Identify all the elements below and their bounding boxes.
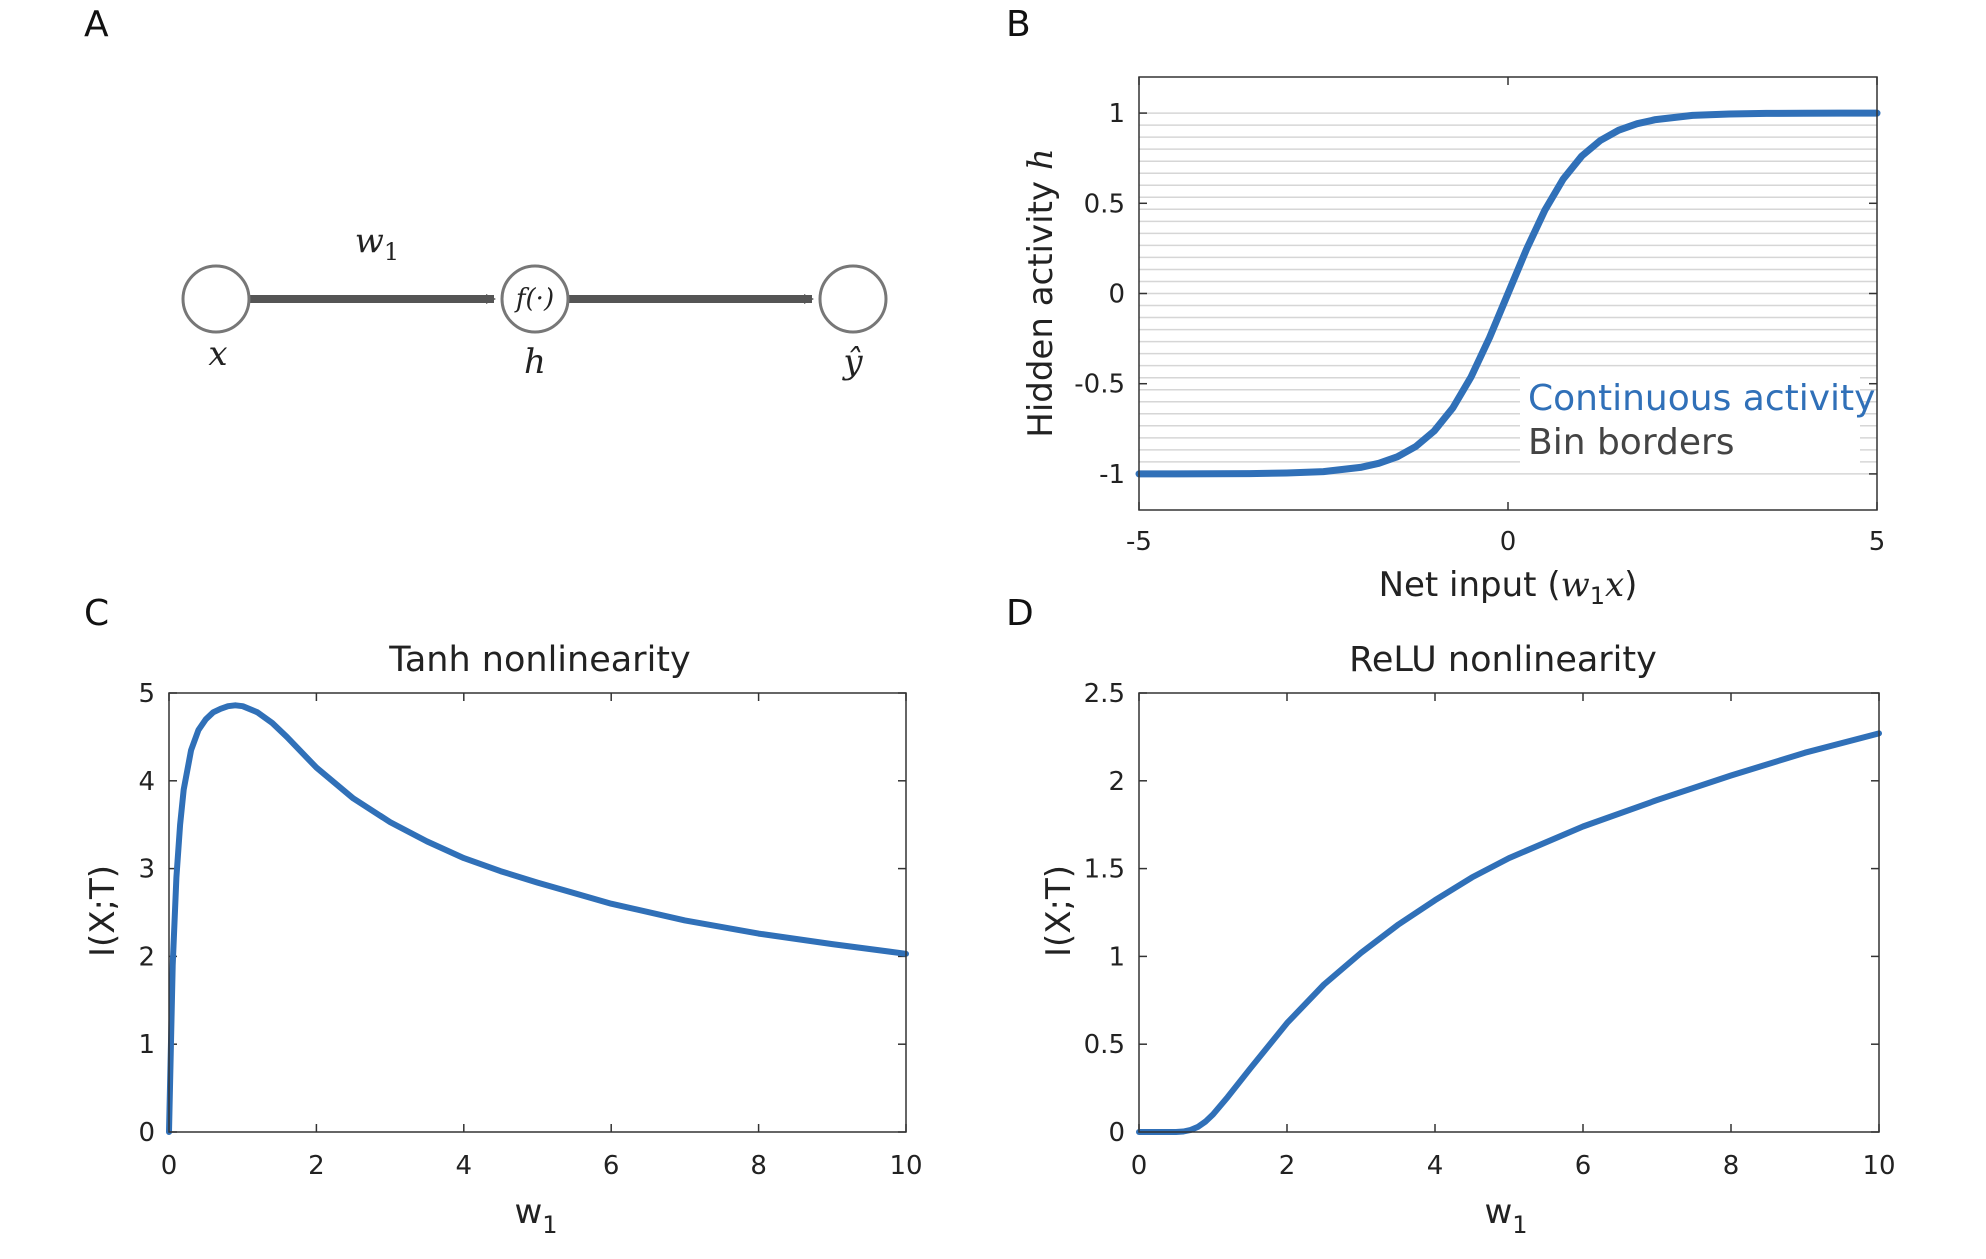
panel-letter-d: D [1006, 593, 1034, 634]
panel-letter-b: B [1006, 4, 1031, 45]
chart-d-xlabel: w1 [1484, 1192, 1527, 1239]
chart-b-legend: Continuous activity Bin borders [1520, 370, 1875, 466]
x-tick-label: -5 [1126, 527, 1152, 557]
y-tick-label: 2 [138, 942, 155, 972]
node-h-function-label: f(·) [514, 284, 554, 314]
chart-b-ylabel-math: h [1021, 148, 1061, 170]
node-yhat [818, 264, 888, 334]
chart-c-title: Tanh nonlinearity [388, 640, 690, 680]
x-tick-label: 10 [1862, 1151, 1895, 1181]
chart-b-xlabel-math2: x [1605, 565, 1624, 605]
chart-c-xlabel-sub: 1 [542, 1211, 557, 1239]
x-tick-label: 10 [889, 1151, 922, 1181]
x-tick-label: 5 [1869, 527, 1886, 557]
node-x-label: x [208, 334, 227, 374]
x-tick-label: 4 [456, 1151, 473, 1181]
node-h-label: h [524, 342, 546, 382]
y-tick-label: 0 [1108, 280, 1125, 310]
chart-d-xlabel-main: w [1484, 1192, 1512, 1232]
x-tick-label: 8 [1723, 1151, 1740, 1181]
chart-b-xlabel-math: w [1561, 565, 1590, 605]
chart-b-xlabel-sub: 1 [1590, 582, 1605, 610]
chart-c-xlabel-main: w [514, 1192, 542, 1232]
x-tick-label: 0 [1131, 1151, 1148, 1181]
chart-c-ylabel: I(X;T) [83, 865, 123, 957]
y-tick-label: 2 [1108, 767, 1125, 797]
y-tick-label: -1 [1099, 460, 1125, 490]
edge-weight-symbol: w [355, 221, 384, 261]
node-yhat-label: ŷ [841, 342, 863, 382]
y-tick-label: 1.5 [1084, 855, 1125, 885]
x-tick-label: 2 [1279, 1151, 1296, 1181]
legend-entry-bin-borders: Bin borders [1528, 422, 1735, 463]
x-tick-label: 2 [308, 1151, 325, 1181]
x-tick-label: 8 [750, 1151, 767, 1181]
y-tick-label: 4 [138, 767, 155, 797]
panel-letter-c: C [84, 593, 109, 634]
y-tick-label: 0.5 [1084, 1030, 1125, 1060]
chart-c-series-line [166, 702, 909, 1135]
x-tick-label: 0 [1500, 527, 1517, 557]
network-diagram: f(·) w1 x h ŷ [181, 221, 888, 382]
y-tick-label: 1 [138, 1030, 155, 1060]
y-tick-label: 0 [138, 1118, 155, 1148]
chart-b-ticks: -5 0 5 -1 -0.5 0 0.5 1 [1074, 77, 1885, 557]
chart-d-ticks: 0 2 4 6 8 10 0 0.5 1 1.5 2 2.5 [1084, 679, 1896, 1181]
y-tick-label: 0.5 [1084, 189, 1125, 219]
x-tick-label: 4 [1427, 1151, 1444, 1181]
chart-d-axes-box [1138, 692, 1880, 1133]
x-tick-label: 6 [1575, 1151, 1592, 1181]
y-tick-label: 1 [1108, 99, 1125, 129]
chart-b-xlabel-close: ) [1624, 565, 1637, 605]
y-tick-label: 3 [138, 855, 155, 885]
chart-c-xlabel: w1 [514, 1192, 557, 1239]
y-tick-label: 2.5 [1084, 679, 1125, 709]
x-tick-label: 0 [161, 1151, 178, 1181]
chart-b-ylabel: Hidden activity h [1021, 148, 1061, 438]
node-h [500, 264, 570, 334]
chart-d-series-line [1136, 730, 1882, 1135]
legend-entry-continuous-activity: Continuous activity [1528, 378, 1875, 419]
legend-background [1520, 370, 1860, 466]
chart-b-ylabel-main: Hidden activity [1021, 170, 1061, 438]
edge-weight-label: w1 [355, 221, 399, 266]
node-x [181, 264, 251, 334]
y-tick-label: 1 [1108, 942, 1125, 972]
edge-weight-subscript: 1 [384, 238, 399, 266]
chart-d-xlabel-sub: 1 [1512, 1211, 1527, 1239]
chart-c-ticks: 0 2 4 6 8 10 0 1 2 3 4 5 [138, 679, 922, 1181]
y-tick-label: 5 [138, 679, 155, 709]
chart-b: -5 0 5 -1 -0.5 0 0.5 1 Continuous activity Bin … [1021, 76, 1885, 610]
chart-b-xlabel-main: Net input ( [1379, 565, 1561, 605]
x-tick-label: 6 [603, 1151, 620, 1181]
panel-letter-a: A [84, 4, 109, 45]
chart-d-title: ReLU nonlinearity [1349, 640, 1657, 680]
chart-b-axes-box [1138, 76, 1878, 511]
chart-c-axes-box [168, 692, 907, 1133]
chart-b-xlabel: Net input (w1x) [1379, 565, 1638, 610]
chart-b-series-line [1135, 109, 1881, 478]
y-tick-label: -0.5 [1074, 370, 1125, 400]
y-tick-label: 0 [1108, 1118, 1125, 1148]
chart-d-ylabel: I(X;T) [1039, 865, 1079, 957]
